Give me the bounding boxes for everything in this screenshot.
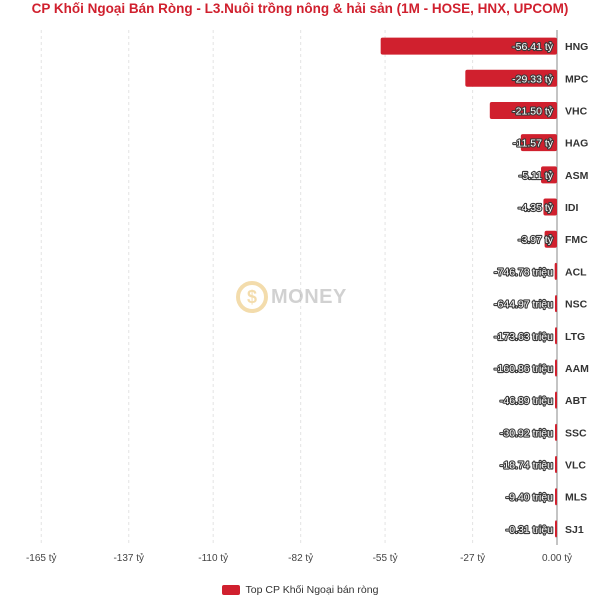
category-label-mls: MLS: [565, 492, 587, 504]
category-label-vlc: VLC: [565, 460, 586, 472]
x-axis-ticks: -165 tỷ -137 tỷ -110 tỷ -82 tỷ -55 tỷ -27 tỷ 0…: [26, 552, 572, 564]
s-money-logo-icon: $: [236, 281, 268, 313]
value-label-asm: -5.11 tỷ: [519, 170, 554, 182]
bar-ssc[interactable]: [555, 423, 557, 441]
x-tick-label: -27 tỷ: [460, 552, 485, 564]
bar-hng[interactable]: [380, 37, 557, 55]
bar-mls[interactable]: [555, 488, 557, 506]
value-label-hng: -56.41 tỷ: [512, 41, 554, 53]
x-tick-label: 0.00 tỷ: [542, 552, 572, 564]
category-label-ssc: SSC: [565, 427, 587, 439]
value-label-hag: -11.57 tỷ: [513, 138, 554, 150]
category-label-hng: HNG: [565, 41, 588, 53]
category-label-acl: ACL: [565, 266, 587, 278]
bar-asm[interactable]: [541, 166, 557, 184]
bar-hag[interactable]: [520, 134, 557, 152]
value-label-abt: -46.89 triệu: [500, 395, 553, 407]
watermark: $ MONEY: [236, 281, 347, 313]
chart-title: CP Khối Ngoại Bán Ròng - L3.Nuôi trồng n…: [31, 1, 569, 16]
value-label-fmc: -3.97 tỷ: [518, 234, 554, 246]
value-label-ssc: -30.92 triệu: [500, 427, 553, 439]
category-label-asm: ASM: [565, 170, 589, 182]
x-tick-label: -82 tỷ: [288, 552, 313, 564]
bar-sj1[interactable]: [555, 520, 557, 538]
value-label-vhc: -21.50 tỷ: [512, 105, 554, 117]
category-label-vhc: VHC: [565, 105, 588, 117]
value-label-sj1: -0.31 triệu: [506, 524, 553, 536]
legend-label: Top CP Khối Ngoại bán ròng: [245, 584, 379, 596]
category-label-nsc: NSC: [565, 299, 588, 311]
bar-aam[interactable]: [555, 359, 557, 377]
bar-nsc[interactable]: [554, 295, 557, 313]
value-label-mpc: -29.33 tỷ: [512, 73, 554, 85]
category-label-sj1: SJ1: [565, 524, 584, 536]
watermark-text: MONEY: [271, 285, 347, 308]
legend-swatch: [221, 585, 240, 595]
category-label-ltg: LTG: [565, 331, 585, 343]
value-label-acl: -746.78 triệu: [494, 266, 553, 278]
category-label-aam: AAM: [565, 363, 589, 375]
value-label-vlc: -18.74 triệu: [500, 460, 553, 472]
x-tick-label: -110 tỷ: [198, 552, 228, 564]
bars: -56.41 tỷ -29.33 tỷ -21.50 tỷ -11.57 tỷ -5.1…: [380, 37, 557, 538]
bar-ltg[interactable]: [555, 327, 557, 345]
bar-vhc[interactable]: [489, 101, 557, 119]
category-label-idi: IDI: [565, 202, 579, 214]
value-label-ltg: -173.63 triệu: [494, 331, 553, 343]
legend[interactable]: Top CP Khối Ngoại bán ròng: [0, 584, 600, 596]
value-label-nsc: -644.97 triệu: [494, 299, 553, 311]
bar-fmc[interactable]: [544, 230, 557, 248]
bar-acl[interactable]: [554, 262, 557, 280]
category-label-hag: HAG: [565, 138, 588, 150]
category-label-fmc: FMC: [565, 234, 588, 246]
category-label-abt: ABT: [565, 395, 587, 407]
value-label-aam: -160.86 triệu: [494, 363, 553, 375]
bar-idi[interactable]: [543, 198, 557, 216]
bar-vlc[interactable]: [555, 456, 557, 474]
bar-abt[interactable]: [555, 391, 557, 409]
value-label-mls: -9.40 triệu: [506, 492, 553, 504]
category-label-mpc: MPC: [565, 73, 589, 85]
x-tick-label: -55 tỷ: [373, 552, 398, 564]
value-label-idi: -4.35 tỷ: [518, 202, 554, 214]
category-labels: HNG MPC VHC HAG ASM IDI FMC ACL NSC LTG AAM ABT SSC V…: [565, 41, 589, 536]
x-tick-label: -137 tỷ: [113, 552, 144, 564]
x-tick-label: -165 tỷ: [26, 552, 57, 564]
bar-mpc[interactable]: [465, 69, 557, 87]
